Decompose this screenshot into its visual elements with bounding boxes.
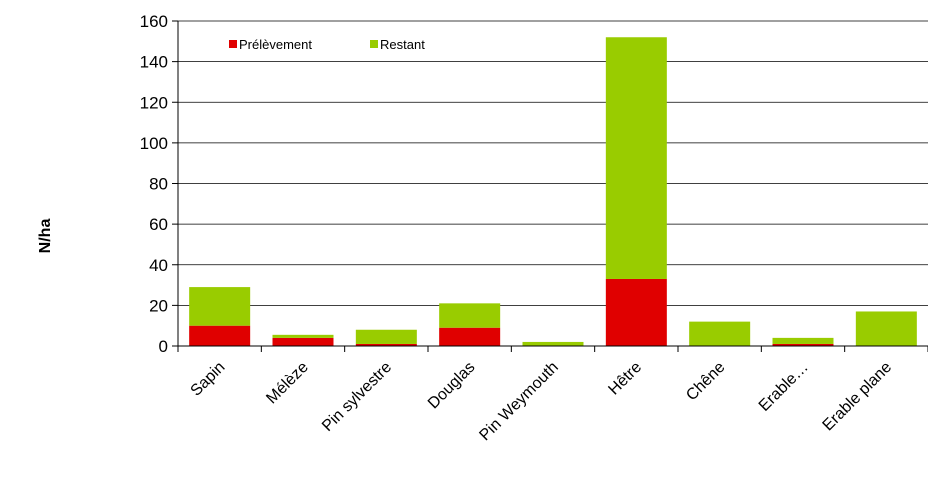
y-tick-label: 140: [140, 53, 168, 72]
bar-restant: [855, 311, 917, 346]
category-label: Sapin: [188, 359, 229, 400]
bar-restant: [439, 303, 501, 328]
category-label: Douglas: [425, 359, 479, 413]
y-tick-label: 60: [149, 215, 168, 234]
bar-restant: [355, 329, 417, 344]
bar-prelevement: [272, 337, 334, 346]
bar-restant: [772, 337, 834, 344]
bar-restant: [189, 287, 251, 326]
legend-swatch: [229, 40, 237, 48]
legend-swatch: [370, 40, 378, 48]
y-axis-label: N/ha: [37, 219, 54, 254]
category-label: Erable plane: [820, 359, 896, 435]
bars: [189, 37, 917, 346]
y-tick-label: 160: [140, 12, 168, 31]
bar-prelevement: [439, 327, 501, 346]
bar-prelevement: [189, 325, 251, 346]
gridlines: [178, 20, 928, 306]
category-label: Chêne: [683, 359, 728, 404]
bar-restant: [272, 334, 334, 338]
legend-entry: Restant: [380, 37, 425, 52]
bar-restant: [605, 37, 667, 279]
y-tick-label: 80: [149, 175, 168, 194]
category-label: Erable…: [756, 359, 812, 415]
bar-prelevement: [355, 343, 417, 346]
y-tick-label: 120: [140, 93, 168, 112]
category-label: Pin sylvestre: [319, 359, 395, 435]
category-label: Pin Weymouth: [476, 359, 561, 444]
y-tick-label: 100: [140, 134, 168, 153]
legend-entry: Prélèvement: [239, 37, 312, 52]
y-tick-labels: 0 20 40 60 80 100 120 140 160: [140, 12, 168, 356]
bar-prelevement: [772, 343, 834, 346]
bar-prelevement: [605, 278, 667, 346]
bar-restant: [522, 341, 584, 346]
y-tick-label: 0: [159, 337, 168, 356]
bar-restant: [689, 321, 751, 346]
legend: Prélèvement Restant: [229, 37, 425, 52]
axes: [172, 20, 928, 352]
category-label: Hêtre: [605, 359, 645, 399]
category-label: Mélèze: [263, 359, 312, 408]
y-tick-label: 40: [149, 256, 168, 275]
y-tick-label: 20: [149, 296, 168, 315]
